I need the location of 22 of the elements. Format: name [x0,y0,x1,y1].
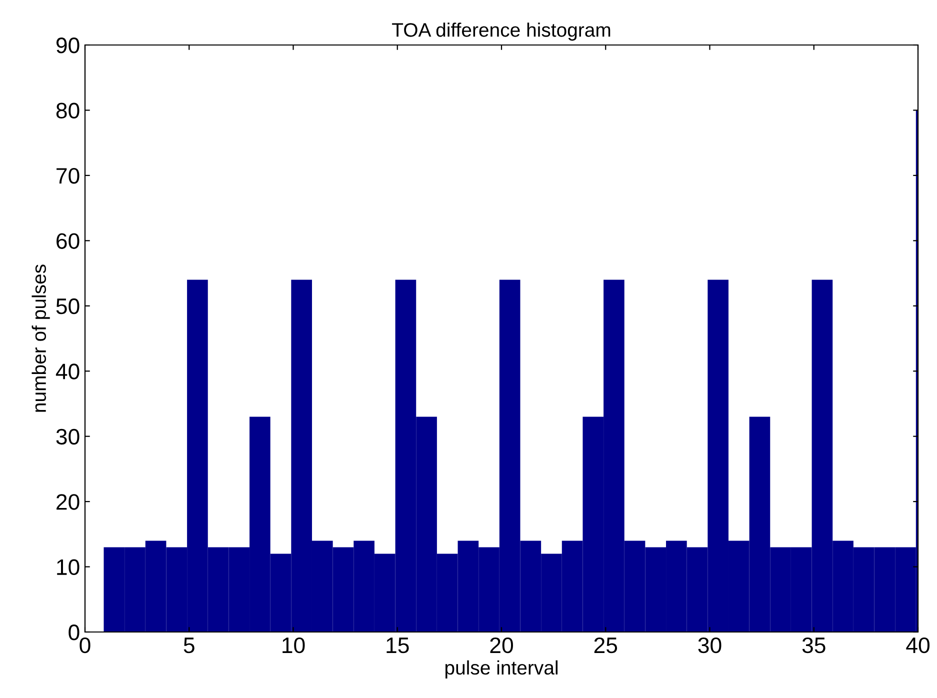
x-tick-label: 25 [594,637,618,654]
x-tick-label: 10 [282,637,305,654]
x-tick-label: 20 [490,637,513,654]
x-tick-label: 40 [906,637,930,654]
x-axis-title: pulse interval [445,660,558,678]
y-axis-title: number of pulses [32,264,50,412]
y-tick-label: 60 [56,233,80,249]
x-tick-label: 0 [80,637,90,654]
y-tick-label: 0 [68,624,80,640]
y-tick-label: 10 [57,559,80,576]
y-tick-label: 30 [56,428,80,445]
y-tick-label: 20 [56,494,80,510]
y-tick-label: 80 [56,102,80,118]
y-tick-label: 70 [56,168,80,184]
x-tick-label: 35 [802,637,826,654]
x-tick-label: 30 [698,637,722,654]
x-tick-label: 5 [184,638,194,654]
x-tick-label: 15 [386,638,409,654]
y-tick-label: 50 [56,298,80,314]
y-tick-label: 40 [56,364,80,380]
chart-title: TOA difference histogram [392,22,610,41]
y-tick-label: 90 [56,38,80,54]
